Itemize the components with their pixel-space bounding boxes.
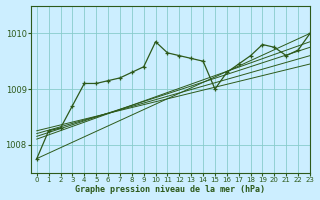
- X-axis label: Graphe pression niveau de la mer (hPa): Graphe pression niveau de la mer (hPa): [76, 185, 265, 194]
